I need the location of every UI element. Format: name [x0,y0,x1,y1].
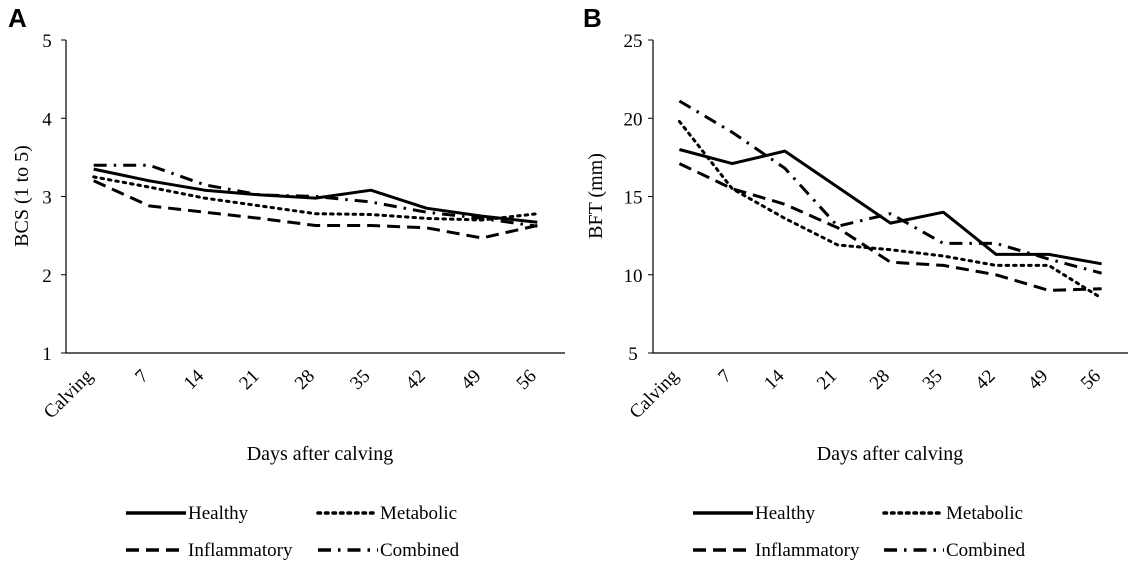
y-axis-title: BCS (1 to 5) [11,145,33,247]
legend-label-inflammatory: Inflammatory [188,540,293,561]
x-axis-title: Days after calving [247,443,394,465]
legend-label-healthy: Healthy [755,503,816,524]
y-tick-label: 5 [628,344,638,365]
series-line-metabolic [92,175,539,222]
y-tick-label: 1 [42,344,52,365]
legend-label-combined: Combined [380,540,460,561]
legend-label-metabolic: Metabolic [380,503,457,524]
x-tick-label: Calving [626,365,684,423]
legend: Healthy Metabolic Inflammatory Combined [126,503,460,561]
x-tick-label: 42 [971,366,999,394]
y-tick-label: 2 [42,266,52,287]
chart-panel-b: B 5 10 15 20 25 Calving 7 14 21 28 35 42 49 56 BFT (mm)… [583,3,1128,561]
series-line-inflammatory [93,179,538,240]
panel-letter: A [8,3,27,33]
legend-label-metabolic: Metabolic [946,503,1023,524]
series-line-healthy [679,148,1102,266]
y-axis-title: BFT (mm) [585,153,607,239]
x-tick-label: 7 [131,366,153,388]
series-line-combined [678,99,1102,275]
legend-label-healthy: Healthy [188,503,249,524]
x-tick-label: Calving [40,365,98,423]
y-tick-label: 5 [42,31,52,52]
x-tick-label: 14 [180,365,209,394]
x-tick-label: 49 [457,366,485,394]
series-line-combined [93,163,538,228]
chart-panel-a: A 1 2 3 4 5 Calving 7 14 21 28 35 42 49 56 BCS (1 to 5)… [8,3,565,561]
x-tick-label: 14 [760,365,789,394]
x-tick-label: 35 [346,366,374,394]
series-line-healthy [93,167,538,224]
y-tick-label: 10 [624,266,643,287]
y-tick-label: 3 [42,188,52,209]
y-tick-label: 25 [624,31,643,52]
series-line-inflammatory [678,162,1102,292]
legend: Healthy Metabolic Inflammatory Combined [693,503,1026,561]
x-tick-label: 56 [513,366,541,394]
x-tick-label: 21 [235,366,263,394]
x-tick-label: 28 [866,366,894,394]
x-tick-label: 49 [1024,366,1052,394]
x-tick-label: 7 [714,366,736,388]
legend-label-inflammatory: Inflammatory [755,540,860,561]
x-tick-label: 42 [402,366,430,394]
panel-letter: B [583,3,602,33]
y-tick-label: 4 [42,109,52,130]
x-axis-title: Days after calving [817,443,964,465]
x-tick-label: 35 [919,366,947,394]
y-tick-label: 15 [624,188,643,209]
y-tick-label: 20 [624,109,643,130]
legend-label-combined: Combined [946,540,1026,561]
series-line-metabolic [677,119,1104,300]
x-tick-label: 56 [1077,366,1105,394]
x-tick-label: 21 [813,366,841,394]
x-tick-label: 28 [291,366,319,394]
